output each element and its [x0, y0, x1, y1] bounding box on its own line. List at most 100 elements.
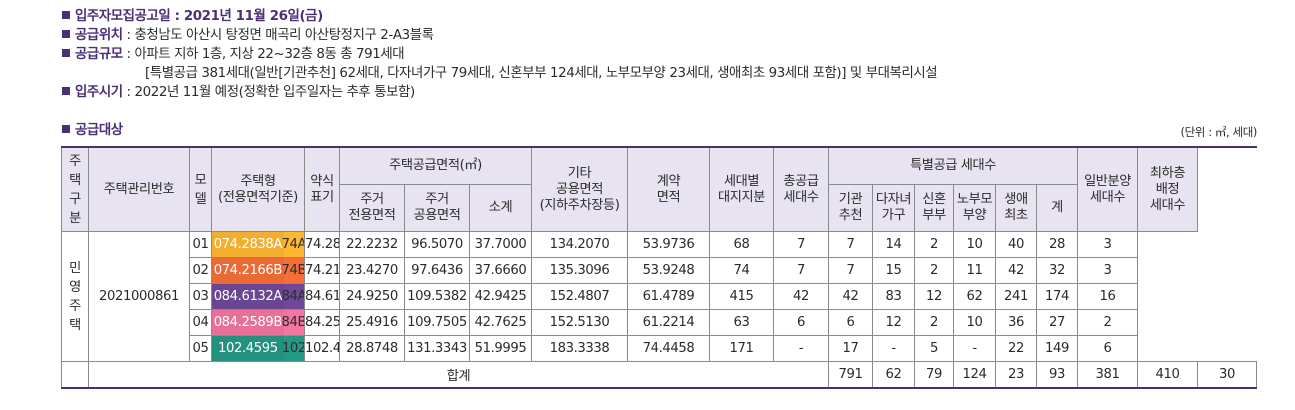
totals-label: 합계: [87, 361, 830, 389]
multichild-cell: 17: [828, 335, 874, 362]
housing-type-cell: 민영주택: [61, 231, 89, 362]
multichild-cell: 7: [828, 257, 874, 284]
common-cell: 23.4270: [339, 257, 405, 284]
firstlife-cell: -: [953, 335, 997, 362]
total-cell: 415: [709, 283, 775, 310]
header-total-supply: 총공급 세대수: [773, 146, 830, 232]
square-bullet-icon: [62, 30, 70, 38]
housing-cell: 074.2166B 74B: [211, 257, 305, 284]
contract-cell: 134.2070: [531, 231, 629, 258]
parents-cell: 2: [914, 231, 955, 258]
contract-cell: 135.3096: [531, 257, 629, 284]
header-abbr: 약식 표기: [304, 146, 340, 232]
header-general: 일반분양 세대수: [1077, 146, 1139, 232]
general-cell: 174: [1036, 283, 1079, 310]
square-bullet-icon: [62, 125, 70, 133]
general-cell: 27: [1036, 309, 1079, 336]
housing-cell: 074.2838A 74A: [211, 231, 305, 258]
sum-cell: 241: [995, 283, 1038, 310]
multichild-cell: 42: [828, 283, 874, 310]
exclusive-cell: 84.6132: [304, 283, 340, 310]
exclusive-cell: 84.2589: [304, 309, 340, 336]
land-cell: 53.9248: [627, 257, 711, 284]
info-line-special-detail: [특별공급 381세대(일반[기관추천] 62세대, 다자녀가구 79세대, 신…: [145, 66, 938, 81]
parents-cell: 5: [914, 335, 955, 362]
model-cell: 04: [189, 309, 212, 336]
contract-cell: 152.5130: [531, 309, 629, 336]
square-bullet-icon: [62, 11, 70, 19]
land-cell: 61.2214: [627, 309, 711, 336]
general-cell: 32: [1036, 257, 1079, 284]
header-firstlife: 생애 최초: [995, 184, 1038, 232]
model-cell: 02: [189, 257, 212, 284]
subtotal-cell: 109.7505: [404, 309, 470, 336]
header-other-common: 기타 공용면적 (지하주차장등): [531, 146, 629, 232]
totals-total: 791: [828, 361, 874, 389]
housing-abbr: 84A: [282, 284, 304, 309]
housing-code: 102.4595: [212, 336, 284, 361]
info-line-announce-date: 입주자모집공고일 : 2021년 11월 26일(금): [62, 7, 1252, 26]
subtotal-cell: 109.5382: [404, 283, 470, 310]
header-newlywed: 신혼 부부: [914, 184, 955, 232]
totals-row: 합계 791 62 79 124 23 93 381 410 30: [61, 361, 1257, 389]
exclusive-cell: 102.4595: [304, 335, 340, 362]
institution-cell: 7: [773, 257, 830, 284]
land-cell: 74.4458: [627, 335, 711, 362]
exclusive-cell: 74.2838: [304, 231, 340, 258]
square-bullet-icon: [62, 87, 70, 95]
sum-cell: 36: [995, 309, 1038, 336]
firstlife-cell: 10: [953, 309, 997, 336]
mgmt-no-cell: 2021000861: [88, 231, 190, 362]
common-cell: 28.8748: [339, 335, 405, 362]
newlywed-cell: 12: [872, 309, 916, 336]
institution-cell: 6: [773, 309, 830, 336]
housing-abbr: 102: [282, 336, 304, 361]
unit-note: (단위 : ㎡, 세대): [1180, 125, 1258, 139]
parents-cell: 2: [914, 309, 955, 336]
totals-newlywed: 124: [953, 361, 997, 389]
sum-cell: 40: [995, 231, 1038, 258]
general-cell: 28: [1036, 231, 1079, 258]
institution-cell: 42: [773, 283, 830, 310]
common-cell: 22.2232: [339, 231, 405, 258]
parents-cell: 2: [914, 257, 955, 284]
housing-code: 074.2166B: [212, 258, 284, 283]
header-institution: 기관 추천: [828, 184, 874, 232]
lowest-cell: 3: [1077, 231, 1139, 258]
info-line-location: 공급위치 : 충청남도 아산시 탕정면 매곡리 아산탕정지구 2-A3블록: [62, 26, 1252, 45]
header-contract-area: 계약 면적: [627, 146, 711, 232]
totals-multichild: 79: [914, 361, 955, 389]
header-subtotal: 소계: [468, 184, 533, 232]
header-lowest-floor: 최하층 배정 세대수: [1137, 146, 1199, 232]
institution-cell: -: [773, 335, 830, 362]
common-cell: 25.4916: [339, 309, 405, 336]
firstlife-cell: 62: [953, 283, 997, 310]
total-cell: 74: [709, 257, 775, 284]
announcement-info: 입주자모집공고일 : 2021년 11월 26일(금) 공급위치 : 충청남도 …: [62, 7, 1252, 102]
totals-general: 410: [1137, 361, 1199, 389]
housing-code: 074.2838A: [212, 232, 284, 257]
housing-code: 084.6132A: [212, 284, 284, 309]
header-supply-area: 주택공급면적(㎡): [338, 146, 533, 185]
multichild-cell: 6: [828, 309, 874, 336]
header-multichild: 다자녀 가구: [872, 184, 916, 232]
newlywed-cell: -: [872, 335, 916, 362]
housing-cell: 102.4595 102: [211, 335, 305, 362]
totals-blank-cell: [61, 361, 89, 389]
info-line-scale: 공급규모 : 아파트 지하 1층, 지상 22~32층 8동 총 791세대: [62, 45, 1252, 64]
subtotal-cell: 97.6436: [404, 257, 470, 284]
header-exclusive: 주거 전용면적: [339, 184, 405, 232]
info-line-move-in: 입주시기 : 2022년 11월 예정(정확한 입주일자는 추후 통보함): [62, 83, 1252, 102]
totals-institution: 62: [872, 361, 916, 389]
supply-table: 주택구분 주택관리번호 모델 주택형 (전용면적기준) 약식 표기 주택공급면적…: [61, 146, 1257, 389]
other-cell: 37.6660: [468, 257, 533, 284]
firstlife-cell: 10: [953, 231, 997, 258]
lowest-cell: 6: [1077, 335, 1139, 362]
lowest-cell: 3: [1077, 257, 1139, 284]
general-cell: 149: [1036, 335, 1079, 362]
total-cell: 68: [709, 231, 775, 258]
header-mgmt-no: 주택관리번호: [88, 146, 190, 232]
